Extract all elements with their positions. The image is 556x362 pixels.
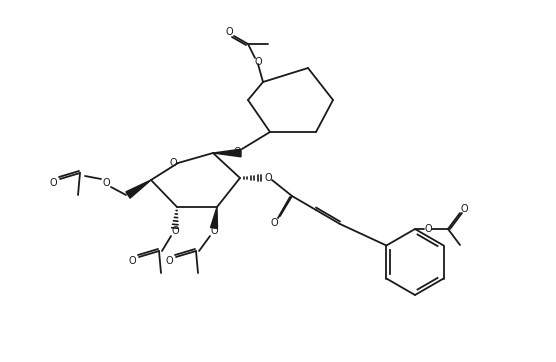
Text: O: O: [460, 204, 468, 214]
Text: O: O: [165, 256, 173, 266]
Text: O: O: [49, 178, 57, 188]
Text: O: O: [424, 224, 432, 234]
Polygon shape: [211, 207, 217, 228]
Text: O: O: [264, 173, 272, 183]
Text: O: O: [128, 256, 136, 266]
Polygon shape: [126, 180, 151, 198]
Polygon shape: [213, 149, 241, 157]
Text: O: O: [225, 27, 233, 37]
Text: O: O: [254, 57, 262, 67]
Text: O: O: [210, 226, 218, 236]
Text: O: O: [169, 158, 177, 168]
Text: O: O: [102, 178, 110, 188]
Text: O: O: [171, 226, 179, 236]
Text: O: O: [233, 147, 241, 157]
Text: O: O: [270, 218, 278, 228]
